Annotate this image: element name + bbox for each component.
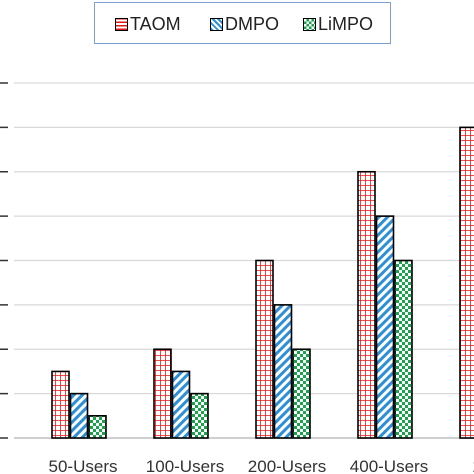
legend-item-dmpo: DMPO [210,13,279,35]
legend-label-taom: TAOM [130,13,181,34]
legend-label-limpo: LiMPO [318,13,374,34]
x-tick-label: 100-Users [146,457,224,474]
bars [51,126,474,439]
bar-taom-4 [459,126,474,439]
x-tick-label: 50-Users [49,457,118,474]
bar-limpo-3 [394,259,413,439]
legend-item-limpo: LiMPO [303,13,373,35]
legend: TAOM DMPO LiMPO [94,2,391,44]
bar-limpo-1 [190,392,209,439]
legend-swatch-dmpo [210,17,223,31]
x-tick-label: 1000 [472,457,474,474]
bar-taom-2 [255,259,274,439]
bar-limpo-0 [88,415,107,439]
x-axis-labels: 50-Users 100-Users 200-Users 400-Users 1000 [49,457,474,474]
bar-taom-0 [51,370,70,439]
bar-limpo-2 [292,348,311,439]
bar-dmpo-1 [171,370,191,439]
bar-taom-3 [357,170,376,439]
bar-dmpo-2 [273,304,293,439]
bar-dmpo-0 [69,392,89,439]
legend-swatch-limpo [303,17,316,31]
gridlines [0,82,474,439]
x-tick-label: 200-Users [248,457,326,474]
x-tick-label: 400-Users [350,457,428,474]
bar-dmpo-3 [375,215,395,439]
bar-taom-1 [153,348,172,439]
legend-swatch-taom [115,17,128,31]
legend-item-taom: TAOM [115,13,181,35]
legend-label-dmpo: DMPO [225,13,279,34]
